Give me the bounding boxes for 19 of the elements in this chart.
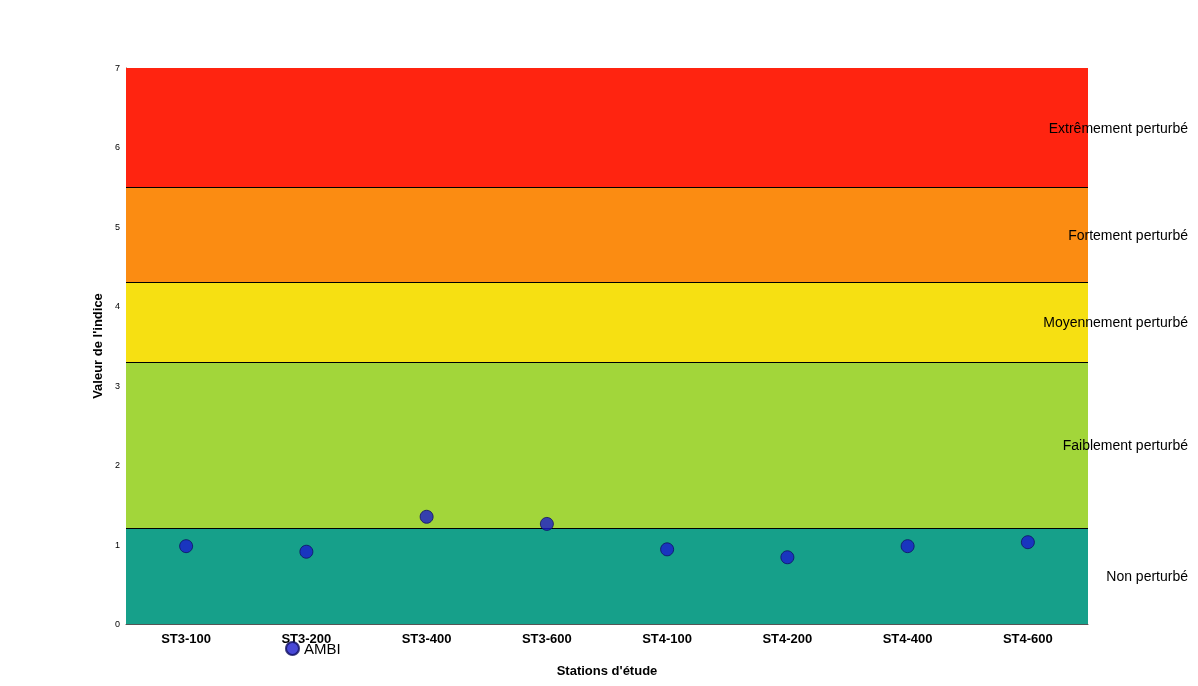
y-tick-label: 3 bbox=[114, 380, 120, 391]
y-tick-label: 2 bbox=[114, 460, 120, 471]
x-tick-label: ST4-400 bbox=[882, 631, 933, 646]
x-tick-label: ST4-200 bbox=[762, 631, 813, 646]
x-axis-title: Stations d'étude bbox=[556, 663, 658, 678]
y-tick-label: 5 bbox=[114, 221, 120, 232]
band-label: Moyennement perturbé bbox=[1043, 314, 1189, 331]
x-tick-label: ST3-600 bbox=[521, 631, 572, 646]
y-tick-label: 0 bbox=[114, 619, 120, 629]
y-tick-label: 6 bbox=[114, 142, 120, 153]
x-tick-label: ST3-100 bbox=[161, 631, 212, 646]
x-tick-label: ST3-400 bbox=[401, 631, 452, 646]
x-tick-label: ST4-100 bbox=[642, 631, 693, 646]
x-tick-label: ST4-600 bbox=[1002, 631, 1053, 646]
y-tick-label: 7 bbox=[114, 63, 120, 73]
y-tick-label: 4 bbox=[114, 301, 120, 312]
y-tick-label: 1 bbox=[114, 539, 120, 550]
y-axis-title: Valeur de l'indice bbox=[90, 293, 105, 399]
band-label: Non perturbé bbox=[1106, 568, 1189, 585]
